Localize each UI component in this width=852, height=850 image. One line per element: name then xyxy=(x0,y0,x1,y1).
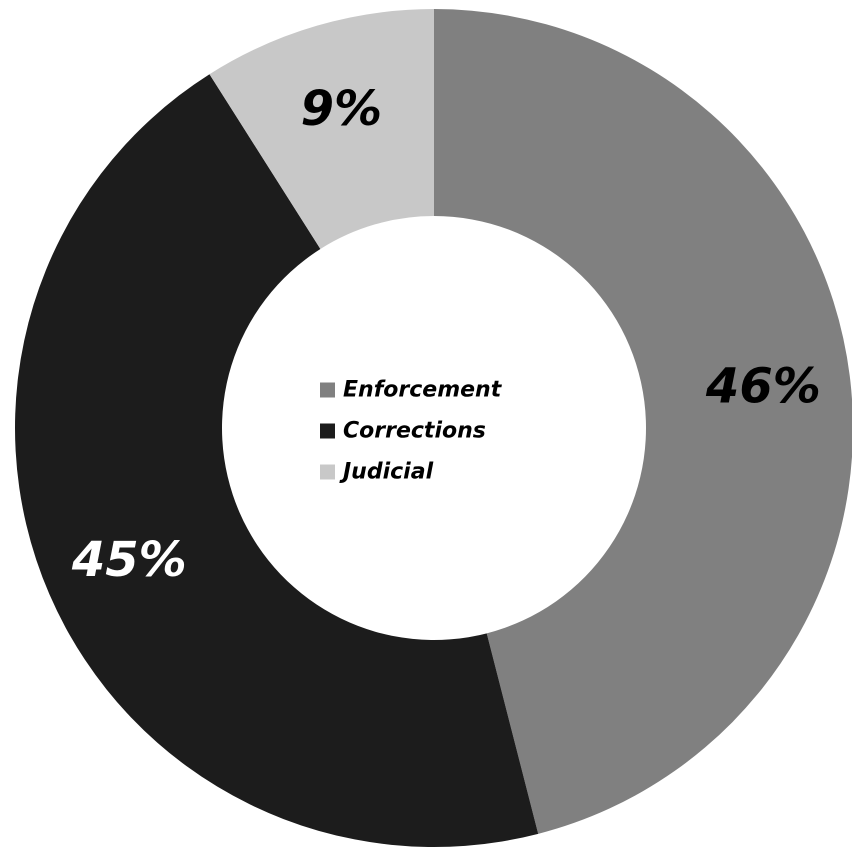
legend-swatch-corrections xyxy=(320,423,335,439)
data-label-enforcement: 46% xyxy=(705,358,821,414)
legend-item-enforcement: Enforcement xyxy=(320,378,503,403)
legend-swatch-judicial xyxy=(320,464,335,480)
legend-swatch-enforcement xyxy=(320,382,335,398)
data-label-judicial: 9% xyxy=(301,81,383,137)
legend-label-enforcement: Enforcement xyxy=(343,378,503,403)
slice-corrections xyxy=(14,74,539,848)
legend-item-judicial: Judicial xyxy=(320,460,434,485)
slice-judicial xyxy=(209,9,434,250)
legend-label-judicial: Judicial xyxy=(339,460,434,485)
slices-layer xyxy=(14,9,852,848)
legend-label-corrections: Corrections xyxy=(343,419,486,444)
data-labels-layer: 46% 45% 9% xyxy=(71,81,821,588)
legend-item-corrections: Corrections xyxy=(320,419,486,444)
slice-enforcement xyxy=(434,9,852,834)
data-label-corrections: 45% xyxy=(71,532,187,588)
legend: Enforcement Corrections Judicial xyxy=(320,378,503,485)
